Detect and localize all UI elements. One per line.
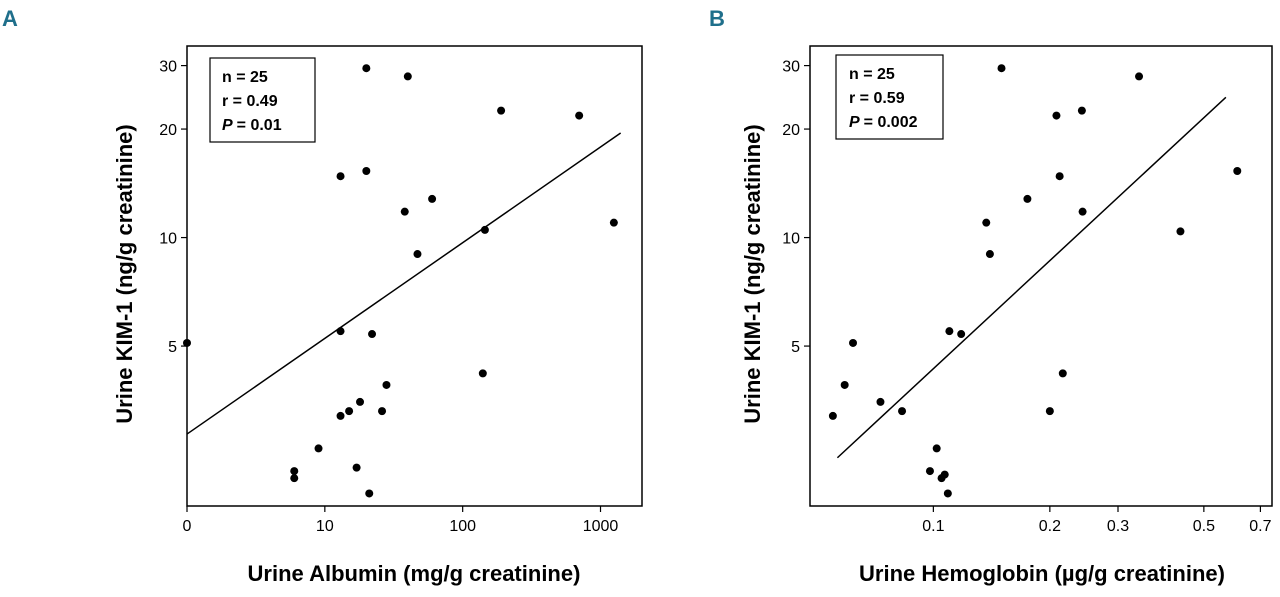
stat-n-a: n = 25 — [222, 69, 268, 86]
data-point-a — [378, 407, 387, 416]
y-axis-title-a: Urine KIM-1 (ng/g creatinine) — [112, 124, 137, 423]
data-point-a — [413, 250, 422, 259]
stat-r-a: r = 0.49 — [222, 93, 278, 110]
data-point-b — [1135, 72, 1144, 81]
data-point-a — [575, 111, 584, 120]
x-tick-label-a: 100 — [449, 518, 476, 535]
data-point-a — [382, 380, 391, 389]
x-tick-label-b: 0.1 — [922, 518, 944, 535]
data-point-b — [1045, 407, 1054, 416]
data-point-a — [336, 172, 345, 181]
data-point-b — [828, 411, 837, 420]
panel-b: B 0.1 0.2 0.3 0.5 0.7 5 10 20 30 n = 25 r = 0.59… — [709, 6, 1273, 586]
data-point-b — [840, 380, 849, 389]
data-point-a — [362, 166, 371, 175]
data-point-b — [925, 467, 934, 476]
y-tick-label-b: 10 — [782, 231, 800, 248]
data-point-b — [1055, 172, 1064, 181]
data-point-a — [365, 489, 374, 498]
stat-p-value-a: = 0.01 — [237, 117, 282, 134]
data-point-a — [290, 474, 299, 483]
stats-box-b — [835, 54, 944, 140]
data-point-a — [352, 463, 361, 472]
data-point-b — [1176, 227, 1185, 236]
data-point-a — [400, 207, 409, 216]
y-tick-label-b: 5 — [791, 339, 800, 356]
data-point-a — [478, 369, 487, 378]
x-tick-label-a: 10 — [316, 518, 334, 535]
x-axis-title-a: Urine Albumin (mg/g creatinine) — [248, 561, 581, 586]
data-point-b — [945, 327, 954, 336]
data-point-a — [314, 444, 323, 453]
data-point-a — [362, 64, 371, 73]
data-point-b — [932, 444, 941, 453]
y-tick-label-b: 30 — [782, 59, 800, 76]
x-tick-label-b: 0.5 — [1193, 518, 1215, 535]
data-point-b — [898, 407, 907, 416]
data-point-b — [1233, 166, 1242, 175]
data-point-a — [345, 407, 354, 416]
y-tick-label-a: 10 — [159, 231, 177, 248]
data-point-b — [940, 470, 949, 479]
x-tick-label-a: 1000 — [583, 518, 619, 535]
y-axis-title-b: Urine KIM-1 (ng/g creatinine) — [740, 124, 765, 423]
stat-p-symbol-a: P — [222, 117, 233, 134]
y-tick-label-a: 20 — [159, 122, 177, 139]
stat-p-a: P = 0.01 — [222, 117, 282, 134]
data-point-a — [290, 467, 299, 476]
plot-frame-b — [809, 45, 1273, 507]
panel-label-a: A — [2, 6, 18, 31]
stat-p-b: P = 0.002 — [849, 114, 918, 131]
y-tick-label-a: 5 — [168, 339, 177, 356]
data-point-b — [985, 250, 994, 259]
x-tick-label-b: 0.2 — [1039, 518, 1061, 535]
data-point-b — [876, 397, 885, 406]
stat-r-b: r = 0.59 — [849, 90, 905, 107]
panel-label-b: B — [709, 6, 725, 31]
data-point-a — [183, 338, 191, 347]
stat-p-value-b: = 0.002 — [864, 114, 918, 131]
data-point-b — [943, 489, 952, 498]
data-point-b — [1078, 207, 1087, 216]
stat-p-symbol-b: P — [849, 114, 860, 131]
data-point-b — [1052, 111, 1061, 120]
data-point-a — [403, 72, 412, 81]
x-tick-label-a: 0 — [183, 518, 192, 535]
data-point-a — [368, 330, 377, 339]
data-point-b — [982, 218, 991, 227]
data-point-a — [480, 225, 489, 234]
data-point-b — [957, 330, 966, 339]
x-axis-title-b: Urine Hemoglobin (µg/g creatinine) — [859, 561, 1225, 586]
regression-line-b — [836, 96, 1227, 459]
data-point-b — [1077, 106, 1086, 115]
data-point-a — [428, 194, 437, 203]
data-point-a — [336, 327, 345, 336]
data-point-a — [356, 397, 365, 406]
plot-frame-a — [186, 45, 643, 507]
x-tick-label-b: 0.7 — [1249, 518, 1271, 535]
stats-box-a — [209, 57, 316, 143]
data-point-a — [497, 106, 506, 115]
y-tick-label-a: 30 — [159, 59, 177, 76]
x-tick-label-b: 0.3 — [1107, 518, 1129, 535]
data-point-b — [849, 338, 858, 347]
regression-line-a — [186, 132, 622, 435]
data-point-b — [997, 64, 1006, 73]
data-point-a — [609, 218, 618, 227]
data-point-b — [1058, 369, 1067, 378]
stat-n-b: n = 25 — [849, 66, 895, 83]
y-tick-label-b: 20 — [782, 122, 800, 139]
data-point-a — [336, 411, 345, 420]
data-point-b — [1023, 194, 1032, 203]
